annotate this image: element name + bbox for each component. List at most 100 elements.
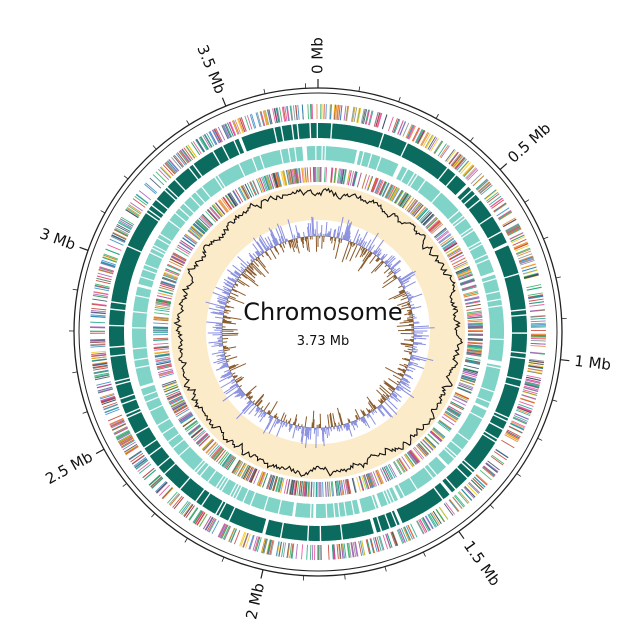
cds-block <box>476 259 490 267</box>
cds-block <box>133 231 148 241</box>
cds-block <box>489 330 504 333</box>
feature-mark <box>450 153 461 166</box>
gc-skew-bar <box>372 250 376 254</box>
feature-mark <box>528 294 543 298</box>
gc-skew-bar <box>358 243 361 246</box>
cds-block <box>470 246 484 255</box>
cds-block <box>489 332 504 334</box>
cds-block <box>254 516 262 532</box>
gc-skew-bar <box>370 260 383 274</box>
feature-mark <box>374 537 380 552</box>
gc-skew-bar <box>388 270 393 275</box>
feature-mark <box>193 222 206 234</box>
cds-block <box>132 349 148 354</box>
cds-block <box>137 430 152 440</box>
feature-mark <box>215 128 223 142</box>
gc-skew-bar <box>409 352 412 354</box>
feature-mark <box>227 122 234 137</box>
feature-mark <box>148 474 161 486</box>
cds-block <box>159 421 173 431</box>
feature-mark <box>218 199 229 213</box>
feature-mark <box>472 478 484 490</box>
feature-mark <box>203 439 215 452</box>
cds-block <box>134 360 149 365</box>
feature-mark <box>294 480 298 496</box>
cds-block <box>273 151 279 166</box>
cds-block <box>366 519 373 535</box>
feature-mark <box>341 168 345 184</box>
gc-skew-bar <box>211 344 223 347</box>
feature-mark <box>375 112 381 128</box>
cds-block <box>414 499 425 514</box>
cds-block <box>296 146 301 162</box>
cds-block <box>282 149 287 164</box>
cds-block <box>286 501 292 516</box>
cds-block <box>275 499 281 514</box>
cds-block <box>480 387 494 395</box>
gc-skew-bar <box>413 343 419 346</box>
cds-block <box>365 496 371 511</box>
feature-mark <box>482 467 495 478</box>
feature-mark <box>334 480 338 496</box>
cds-block <box>468 452 482 464</box>
feature-mark <box>212 129 221 144</box>
feature-mark <box>351 542 355 558</box>
cds-block <box>123 402 139 411</box>
minor-tick <box>186 120 190 125</box>
gc-skew-bar <box>243 270 247 273</box>
feature-mark <box>430 138 439 152</box>
cds-block <box>508 364 525 369</box>
cds-block <box>161 230 174 240</box>
feature-mark <box>169 493 181 506</box>
cds-block <box>173 439 186 451</box>
cds-block <box>505 380 521 387</box>
cds-block <box>112 291 128 297</box>
gc-skew-bar <box>368 409 371 413</box>
feature-mark <box>447 248 461 257</box>
feature-mark <box>498 211 513 221</box>
feature-mark <box>327 544 330 560</box>
forward-features-track <box>89 104 546 561</box>
cds-block <box>376 493 384 507</box>
feature-mark <box>91 303 107 306</box>
gc-skew-bar <box>380 400 383 404</box>
feature-mark <box>223 196 233 210</box>
cds-block <box>498 401 514 409</box>
feature-mark <box>343 105 347 121</box>
feature-mark <box>457 387 472 394</box>
feature-mark <box>160 166 172 178</box>
feature-mark <box>467 337 483 340</box>
feature-mark <box>202 439 214 451</box>
gc-skew-bar <box>384 264 388 268</box>
feature-mark <box>158 290 173 295</box>
cds-block <box>347 148 353 163</box>
cds-block <box>449 212 462 223</box>
gc-skew-bar <box>360 246 364 251</box>
gc-skew-bar <box>307 226 310 237</box>
feature-mark <box>102 256 118 262</box>
feature-mark <box>202 134 211 149</box>
cds-block <box>366 496 373 511</box>
cds-block <box>135 292 150 298</box>
cds-block <box>117 270 133 277</box>
feature-mark <box>467 316 483 319</box>
cds-block <box>363 152 370 167</box>
feature-mark <box>516 408 531 415</box>
minor-tick <box>384 566 387 572</box>
cds-block <box>205 154 216 169</box>
cds-block <box>425 464 437 477</box>
gc-skew-bar <box>367 402 375 411</box>
gc-skew-bar <box>397 368 406 373</box>
feature-mark <box>457 492 469 504</box>
cds-block <box>364 129 371 145</box>
cds-block <box>486 229 501 239</box>
feature-mark <box>467 342 483 345</box>
feature-mark <box>180 239 194 250</box>
gc-skew-bar <box>268 415 273 421</box>
cds-block <box>196 160 208 175</box>
cds-block <box>199 491 210 506</box>
feature-mark <box>468 481 481 494</box>
feature-mark <box>405 525 413 540</box>
cds-block <box>439 200 451 212</box>
cds-block <box>438 482 450 496</box>
